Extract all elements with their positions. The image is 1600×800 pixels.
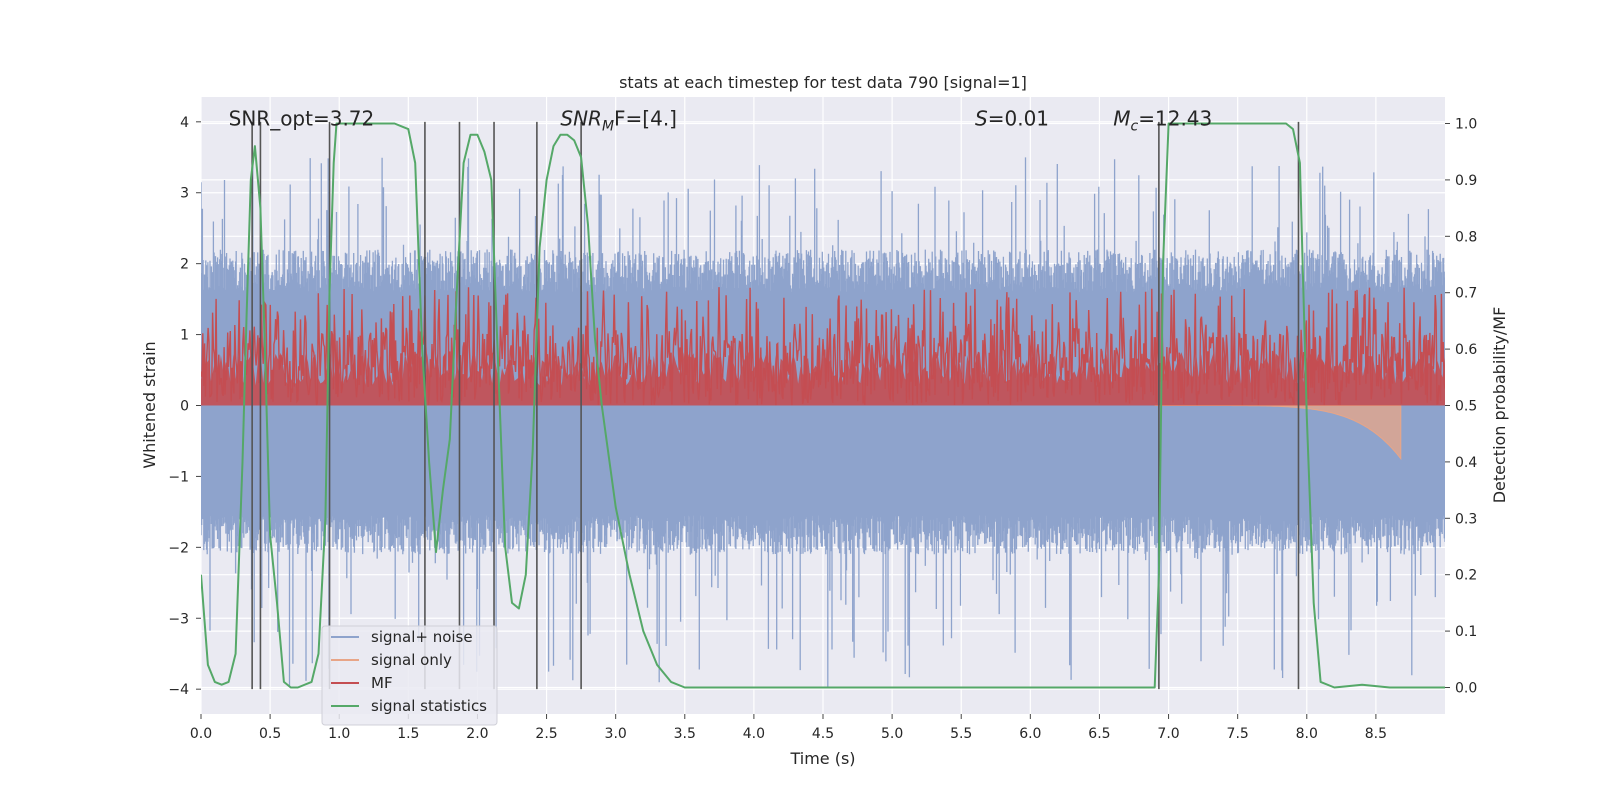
y-axis-ticks: 4 3 2 1 0 −1 −2 −3 −4 bbox=[168, 115, 201, 698]
y-tick-label: −1 bbox=[168, 469, 189, 485]
annotation-text: Mc=12.43 bbox=[1113, 107, 1212, 135]
x-tick-label: 3.5 bbox=[674, 726, 696, 742]
x-tick-label: 7.5 bbox=[1227, 726, 1249, 742]
x-tick-label: 1.0 bbox=[328, 726, 350, 742]
y2-tick-label: 0.8 bbox=[1455, 229, 1477, 245]
annotation-text: SNR_opt=3.72 bbox=[229, 107, 375, 131]
x-tick-label: 7.0 bbox=[1157, 726, 1179, 742]
legend-label: signal statistics bbox=[371, 697, 487, 715]
y-tick-label: 1 bbox=[180, 328, 189, 344]
y2-tick-label: 0.4 bbox=[1455, 455, 1477, 471]
x-tick-label: 2.0 bbox=[466, 726, 488, 742]
y-tick-label: −3 bbox=[168, 611, 189, 627]
y2-tick-label: 0.2 bbox=[1455, 568, 1477, 584]
y2-tick-label: 0.1 bbox=[1455, 624, 1477, 640]
y-tick-label: 0 bbox=[180, 399, 189, 415]
legend-label: MF bbox=[371, 674, 393, 692]
x-tick-label: 5.5 bbox=[950, 726, 972, 742]
y-axis-label: Whitened strain bbox=[140, 341, 159, 468]
x-tick-label: 6.5 bbox=[1088, 726, 1110, 742]
chart-title: stats at each timestep for test data 790… bbox=[619, 73, 1027, 92]
x-tick-label: 3.0 bbox=[605, 726, 627, 742]
y2-tick-label: 0.3 bbox=[1455, 511, 1477, 527]
x-tick-label: 5.0 bbox=[881, 726, 903, 742]
legend-label: signal only bbox=[371, 651, 452, 669]
x-tick-label: 8.0 bbox=[1296, 726, 1318, 742]
y2-tick-label: 0.5 bbox=[1455, 399, 1477, 415]
y2-tick-label: 1.0 bbox=[1455, 117, 1477, 133]
y-tick-label: −4 bbox=[168, 682, 189, 698]
legend: signal+ noise signal only MF signal statist… bbox=[321, 625, 498, 726]
x-tick-label: 4.0 bbox=[743, 726, 765, 742]
y2-axis-ticks: 1.0 0.9 0.8 0.7 0.6 0.5 0.4 0.3 0.2 0.1 0.0 bbox=[1445, 117, 1477, 696]
y2-tick-label: 0.9 bbox=[1455, 173, 1477, 189]
plot-area bbox=[201, 121, 1445, 690]
mf-series bbox=[201, 287, 1445, 406]
x-tick-label: 4.5 bbox=[812, 726, 834, 742]
x-tick-label: 2.5 bbox=[535, 726, 557, 742]
x-tick-label: 8.5 bbox=[1365, 726, 1387, 742]
x-axis-label: Time (s) bbox=[789, 749, 855, 768]
y-tick-label: 4 bbox=[180, 115, 189, 131]
annotation-text: S=0.01 bbox=[975, 107, 1049, 131]
y2-tick-label: 0.6 bbox=[1455, 342, 1477, 358]
annotations: SNR_opt=3.72 SNRMF=[4.] S=0.01 Mc=12.43 bbox=[229, 107, 1213, 135]
mf-fill bbox=[201, 352, 1445, 406]
legend-box bbox=[321, 625, 498, 726]
x-tick-label: 0.0 bbox=[190, 726, 212, 742]
legend-label: signal+ noise bbox=[371, 628, 473, 646]
x-tick-label: 1.5 bbox=[397, 726, 419, 742]
signal-statistics-series bbox=[201, 122, 1445, 689]
annotation-text: SNRMF=[4.] bbox=[560, 107, 677, 135]
x-tick-label: 6.0 bbox=[1019, 726, 1041, 742]
y2-tick-label: 0.0 bbox=[1455, 680, 1477, 696]
x-tick-label: 0.5 bbox=[259, 726, 281, 742]
y2-tick-label: 0.7 bbox=[1455, 286, 1477, 302]
y-tick-label: 3 bbox=[180, 186, 189, 202]
y2-axis-label: Detection probability/MF bbox=[1490, 307, 1509, 504]
signal-statistics-line bbox=[201, 122, 1445, 689]
x-axis-ticks: 0.0 0.5 1.0 1.5 2.0 2.5 3.0 3.5 4.0 4.5 5.0 5.5 6.0 6… bbox=[190, 714, 1387, 742]
y-tick-label: 2 bbox=[180, 257, 189, 273]
y-tick-label: −2 bbox=[168, 540, 189, 556]
